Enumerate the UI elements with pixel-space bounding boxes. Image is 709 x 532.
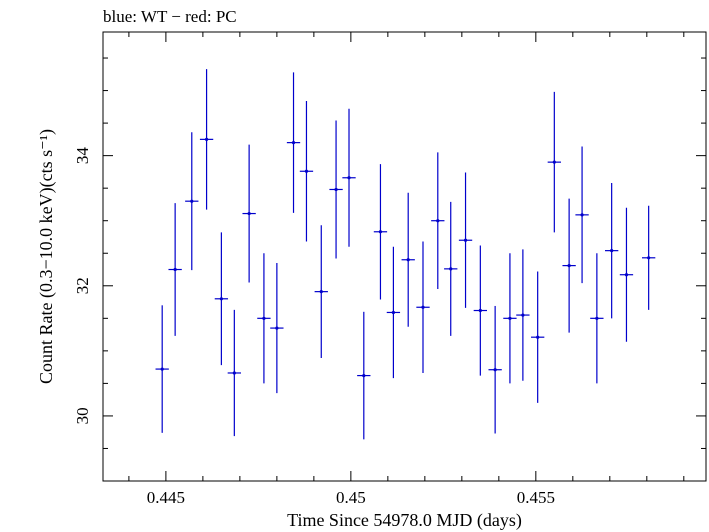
data-point	[242, 144, 256, 283]
y-tick-label: 32	[73, 277, 92, 294]
point-marker	[478, 308, 482, 313]
data-point	[619, 207, 634, 342]
point-marker	[436, 219, 440, 223]
data-point	[373, 164, 388, 300]
point-marker	[421, 305, 425, 309]
data-point	[590, 253, 604, 384]
point-marker	[463, 238, 468, 242]
data-point	[473, 245, 487, 376]
point-marker	[595, 316, 599, 320]
data-point	[386, 246, 401, 379]
data-point	[562, 198, 576, 333]
data-point	[227, 309, 241, 437]
data-point	[185, 132, 199, 271]
point-marker	[204, 137, 209, 141]
axis-ticks	[103, 32, 706, 482]
y-axis-label: Count Rate (0.3−10.0 keV)(cts s⁻¹)	[36, 129, 57, 384]
chart-title: blue: WT − red: PC	[103, 7, 237, 26]
point-marker	[521, 313, 525, 317]
data-point	[605, 182, 619, 319]
data-point	[168, 203, 182, 336]
data-point	[314, 225, 328, 359]
data-points	[155, 69, 656, 440]
data-point	[503, 253, 517, 384]
point-marker	[232, 371, 236, 375]
point-marker	[624, 273, 629, 277]
point-marker	[610, 249, 614, 253]
data-point	[458, 172, 473, 308]
plot-frame	[102, 31, 707, 482]
data-point	[516, 249, 530, 381]
data-point	[214, 232, 229, 366]
point-marker	[508, 316, 512, 320]
data-point	[444, 201, 458, 336]
point-marker	[552, 160, 556, 164]
tick-labels: 0.445 0.45 0.455 30 32 34	[73, 147, 555, 507]
y-tick-label: 30	[73, 407, 92, 424]
data-point	[357, 311, 371, 440]
point-marker	[304, 169, 309, 173]
data-point	[270, 263, 284, 394]
point-marker	[567, 264, 571, 268]
data-point	[575, 146, 589, 284]
point-marker	[334, 187, 338, 192]
data-point	[488, 305, 502, 434]
point-marker	[160, 367, 164, 371]
data-point	[299, 100, 314, 242]
point-marker	[291, 141, 296, 145]
point-marker	[173, 267, 177, 272]
point-marker	[275, 326, 279, 330]
x-axis-label: Time Since 54978.0 MJD (days)	[287, 510, 522, 531]
point-marker	[247, 211, 251, 216]
data-point	[547, 91, 561, 233]
x-tick-label: 0.45	[336, 488, 366, 507]
data-point	[401, 192, 415, 327]
data-point	[155, 305, 169, 433]
point-marker	[262, 316, 266, 320]
point-marker	[449, 267, 453, 271]
point-marker	[347, 176, 351, 180]
point-marker	[219, 297, 223, 301]
data-point	[342, 108, 356, 247]
point-marker	[406, 258, 410, 262]
point-marker	[362, 373, 366, 378]
x-tick-label: 0.455	[517, 488, 555, 507]
data-point	[286, 72, 301, 213]
data-point	[642, 205, 656, 310]
data-point	[199, 69, 214, 210]
x-tick-label: 0.445	[147, 488, 185, 507]
data-point	[257, 253, 271, 384]
data-point	[329, 120, 343, 259]
point-marker	[647, 256, 651, 260]
point-marker	[391, 310, 396, 315]
point-marker	[319, 290, 323, 294]
data-point	[416, 241, 430, 373]
point-marker	[493, 368, 497, 372]
point-marker	[536, 335, 540, 339]
point-marker	[190, 199, 194, 203]
data-point	[531, 271, 545, 403]
data-point	[431, 152, 445, 290]
y-tick-label: 34	[73, 147, 92, 165]
point-marker	[580, 213, 584, 217]
point-marker	[378, 230, 383, 234]
